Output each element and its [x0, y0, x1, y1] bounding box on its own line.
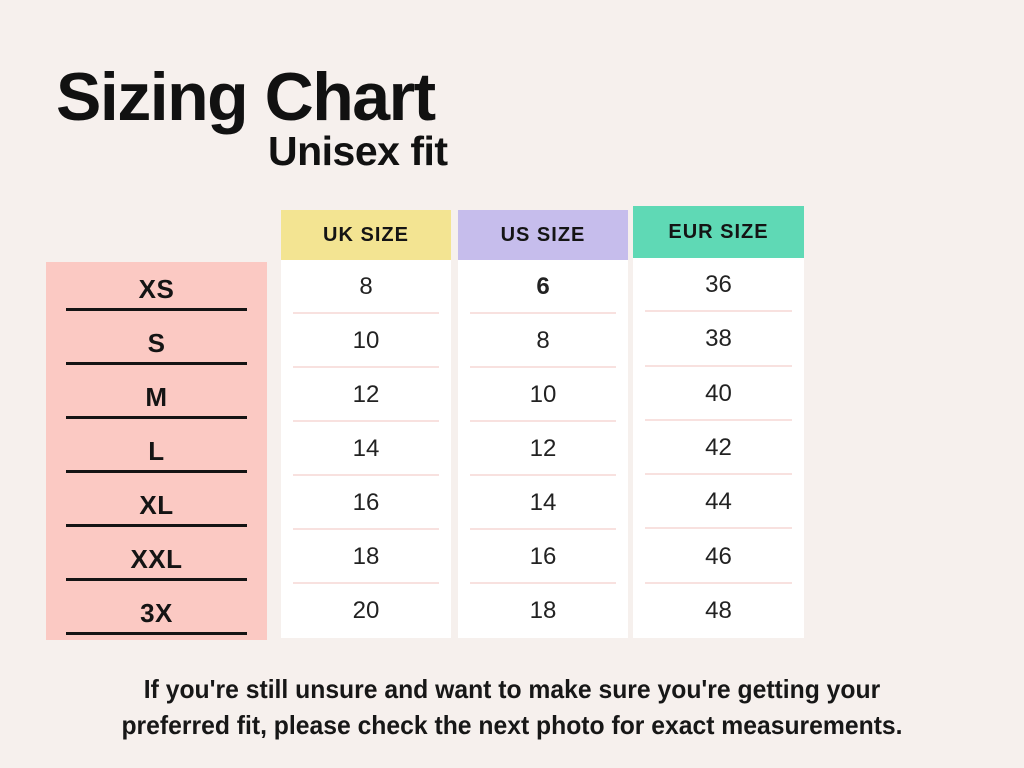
- us-size-value: 10: [458, 368, 628, 422]
- eur-size-value: 38: [633, 312, 804, 367]
- page-subtitle: Unisex fit: [268, 128, 448, 174]
- eur-size-value: 44: [633, 475, 804, 530]
- footer-note: If you're still unsure and want to make …: [26, 672, 999, 744]
- us-size-value: 14: [458, 476, 628, 530]
- footer-note-line1: If you're still unsure and want to make …: [143, 674, 881, 704]
- uk-size-value: 18: [281, 530, 451, 584]
- eur-size-value: 42: [633, 421, 804, 476]
- eur-size-column: EUR SIZE 36 38 40 42 44 46 48: [633, 206, 804, 638]
- us-size-value: 12: [458, 422, 628, 476]
- eur-size-value: 48: [705, 596, 732, 624]
- eur-size-value: 36: [633, 258, 804, 313]
- size-label-row: 3X: [46, 586, 267, 640]
- size-labels-panel: XS S M L XL XXL 3X: [46, 262, 267, 640]
- us-size-values: 6 8 10 12 14 16 18: [458, 260, 628, 638]
- size-label-row: S: [46, 316, 267, 370]
- eur-size-value: 40: [633, 367, 804, 422]
- uk-size-value: 16: [281, 476, 451, 530]
- size-label-row: XS: [46, 262, 267, 316]
- page-title: Sizing Chart: [56, 59, 436, 135]
- size-label-xs: XS: [138, 273, 175, 304]
- eur-size-value: 46: [633, 529, 804, 584]
- us-size-value: 6: [458, 260, 628, 314]
- size-label-m: M: [145, 381, 168, 412]
- size-label-l: L: [148, 435, 165, 466]
- footer-note-line2: preferred fit, please check the next pho…: [121, 709, 903, 740]
- size-label-row: XL: [46, 478, 267, 532]
- size-label-3x: 3X: [140, 597, 173, 628]
- uk-size-header: UK SIZE: [281, 210, 451, 260]
- size-label-s: S: [147, 327, 166, 358]
- us-size-column: US SIZE 6 8 10 12 14 16 18: [458, 210, 628, 638]
- us-size-value: 16: [458, 530, 628, 584]
- uk-size-value: 8: [281, 260, 451, 314]
- uk-size-column: UK SIZE 8 10 12 14 16 18 20: [281, 210, 451, 638]
- uk-size-value: 10: [281, 314, 451, 368]
- eur-size-values: 36 38 40 42 44 46 48: [633, 258, 804, 638]
- uk-size-values: 8 10 12 14 16 18 20: [281, 260, 451, 638]
- size-label-row: XXL: [46, 532, 267, 586]
- size-label-xxl: XXL: [130, 543, 183, 574]
- uk-size-value: 14: [281, 422, 451, 476]
- us-size-value: 8: [458, 314, 628, 368]
- us-size-value: 18: [529, 597, 557, 624]
- eur-size-header: EUR SIZE: [633, 206, 804, 258]
- uk-size-value: 20: [352, 597, 380, 624]
- size-label-xl: XL: [139, 489, 174, 520]
- uk-size-value: 12: [281, 368, 451, 422]
- us-size-header: US SIZE: [458, 210, 628, 260]
- size-label-row: L: [46, 424, 267, 478]
- size-label-row: M: [46, 370, 267, 424]
